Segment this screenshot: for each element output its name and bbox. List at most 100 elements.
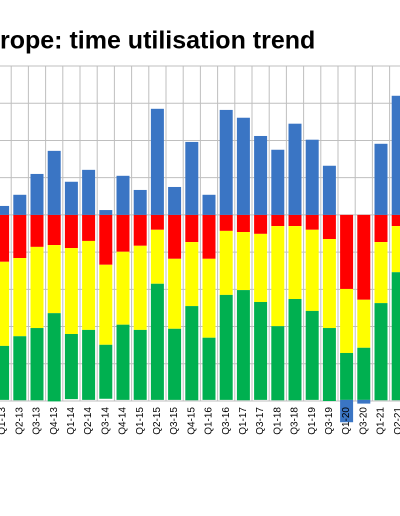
bar-segment — [202, 194, 216, 215]
bar-segment — [185, 242, 199, 307]
bar-segment — [116, 214, 130, 252]
bar-segment — [374, 143, 388, 215]
bar-segment — [185, 306, 199, 401]
x-tick-label: Q3-16 — [221, 407, 232, 435]
bar-segment — [288, 123, 302, 215]
bar-segment — [357, 399, 371, 404]
bar-segment — [116, 175, 130, 215]
bar-segment — [236, 214, 250, 233]
x-tick-label: Q2-15 — [152, 407, 163, 435]
bar-segment — [99, 214, 113, 265]
bar-segment — [254, 214, 268, 234]
bar-segment — [271, 326, 285, 401]
bar-segment — [13, 214, 27, 259]
bar-segment — [219, 214, 233, 231]
bar-segment — [168, 186, 182, 215]
bar-segment — [185, 214, 199, 243]
bar-segment — [133, 189, 147, 215]
bar-segment — [116, 251, 130, 325]
bar-segment — [13, 258, 27, 337]
bar-segment — [254, 233, 268, 302]
x-tick-label: Q3-18 — [290, 407, 301, 435]
x-tick-label: Q2-14 — [83, 407, 94, 435]
bar-segment — [30, 214, 44, 247]
bar-segment — [374, 214, 388, 243]
bar-segment — [340, 288, 354, 353]
bar-segment — [288, 226, 302, 300]
bar-segment — [13, 194, 27, 215]
bar-segment — [202, 258, 216, 338]
bar-segment — [357, 299, 371, 348]
x-tick-label: Q1-18 — [272, 407, 283, 435]
x-tick-label: Q4-15 — [186, 407, 197, 435]
bar-segment — [133, 245, 147, 330]
bar-segment — [236, 232, 250, 291]
bar-segment — [288, 299, 302, 401]
x-tick-label: Q1-21 — [376, 407, 387, 435]
bar-segment — [47, 150, 61, 215]
bar-segment — [82, 214, 96, 241]
x-tick-label: Q1-13 — [0, 407, 8, 435]
x-tick-label: Q3-14 — [100, 407, 111, 435]
bar-segment — [64, 248, 78, 334]
bar-segment — [340, 352, 354, 400]
bar-segment — [0, 205, 10, 215]
bar-segment — [391, 95, 400, 215]
bar-segment — [271, 214, 285, 227]
bar-segment — [30, 173, 44, 215]
bar-segment — [254, 135, 268, 215]
bar-segment — [30, 246, 44, 329]
bar-segment — [30, 328, 44, 401]
bar-segment — [236, 117, 250, 215]
bar-segment — [168, 214, 182, 259]
bar-segment — [13, 336, 27, 401]
bar-segment — [47, 245, 61, 314]
bar-segment — [305, 310, 319, 400]
x-tick-label: Q3-17 — [255, 407, 266, 435]
bar-segment — [374, 303, 388, 401]
bar-segment — [357, 214, 371, 300]
x-tick-label: Q1-14 — [66, 407, 77, 435]
x-tick-label: Q1-17 — [238, 407, 249, 435]
bar-segment — [0, 214, 10, 262]
x-tick-label: Q4-13 — [49, 407, 60, 435]
bar-segment — [305, 214, 319, 230]
bar-segment — [305, 229, 319, 311]
bar-segment — [271, 226, 285, 327]
bar-segment — [133, 214, 147, 246]
x-tick-label: Q3-20 — [358, 407, 369, 435]
bar-segment — [236, 290, 250, 401]
bar-segment — [116, 324, 130, 400]
x-tick-label: Q1-19 — [307, 407, 318, 435]
bar-segment — [322, 214, 336, 240]
bar-segment — [340, 214, 354, 289]
x-tick-label: Q3-15 — [169, 407, 180, 435]
bar-segment — [202, 337, 216, 400]
bar-segment — [47, 313, 61, 402]
bar-segment — [150, 214, 164, 230]
bar-segment — [64, 214, 78, 249]
x-tick-label: Q2-13 — [14, 407, 25, 435]
bar-segment — [82, 240, 96, 330]
bar-segment — [340, 399, 354, 423]
bar-segment — [150, 108, 164, 215]
bar-segment — [322, 239, 336, 329]
bar-segment — [47, 214, 61, 246]
bar-segment — [64, 334, 78, 400]
bar-segment — [150, 283, 164, 400]
x-tick-label: Q1-16 — [204, 407, 215, 435]
x-tick-label: Q1-20 — [341, 407, 352, 435]
bar-segment — [271, 149, 285, 215]
bar-segment — [305, 139, 319, 215]
bar-segment — [374, 242, 388, 304]
bar-segment — [391, 214, 400, 227]
bar-segment — [202, 214, 216, 259]
bar-segment — [288, 214, 302, 227]
bar-segment — [99, 210, 113, 215]
x-tick-label: Q4-14 — [118, 407, 129, 435]
bar-segment — [150, 229, 164, 284]
bar-segment — [391, 226, 400, 273]
bar-segment — [99, 344, 113, 399]
bar-segment — [0, 345, 10, 400]
